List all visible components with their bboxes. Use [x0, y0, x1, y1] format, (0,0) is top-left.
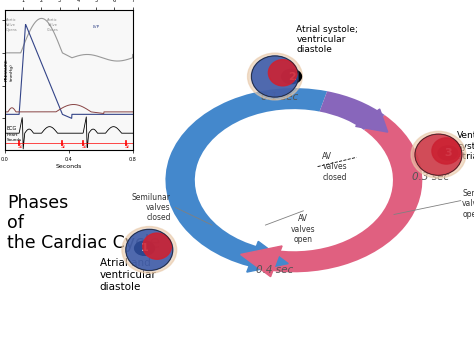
Text: 0.3 sec: 0.3 sec — [412, 172, 450, 182]
Text: 3: 3 — [444, 148, 452, 158]
Polygon shape — [241, 246, 282, 277]
Text: AV
valves
closed: AV valves closed — [322, 152, 347, 182]
Circle shape — [135, 241, 155, 255]
Text: 0.1 sec: 0.1 sec — [261, 92, 298, 102]
Ellipse shape — [415, 134, 462, 175]
Ellipse shape — [251, 56, 299, 97]
Text: 2: 2 — [288, 71, 295, 82]
Wedge shape — [261, 115, 422, 272]
Wedge shape — [165, 88, 327, 269]
Ellipse shape — [432, 138, 461, 164]
Polygon shape — [356, 109, 388, 132]
Ellipse shape — [247, 53, 302, 100]
Ellipse shape — [126, 229, 173, 271]
Ellipse shape — [122, 226, 177, 273]
Polygon shape — [247, 241, 288, 272]
Circle shape — [438, 146, 458, 160]
Text: Atrial systole;
ventricular
diastole: Atrial systole; ventricular diastole — [296, 24, 358, 54]
Text: Semilunar
valves
closed: Semilunar valves closed — [132, 192, 171, 222]
Text: Semilunar
valves
open: Semilunar valves open — [462, 189, 474, 219]
Text: 1: 1 — [141, 243, 148, 253]
Ellipse shape — [143, 233, 172, 259]
Circle shape — [282, 69, 301, 84]
Text: AV
valves
open: AV valves open — [291, 214, 316, 244]
Wedge shape — [319, 91, 385, 130]
Text: 0.4 sec: 0.4 sec — [256, 265, 293, 275]
Ellipse shape — [268, 60, 297, 86]
Text: Ventricular
systole;
atrial diastole: Ventricular systole; atrial diastole — [457, 131, 474, 161]
Text: Phases
of
the Cardiac Cycle: Phases of the Cardiac Cycle — [7, 194, 161, 252]
Ellipse shape — [411, 131, 466, 178]
Text: Atrial and
ventricular
diastole: Atrial and ventricular diastole — [100, 258, 156, 292]
